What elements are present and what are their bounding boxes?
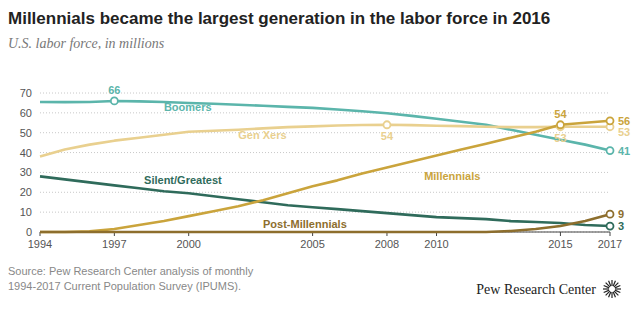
logo-ray <box>613 292 615 298</box>
y-tick-label: 60 <box>20 107 32 119</box>
series-label: Gen Xers <box>238 129 286 141</box>
plot-area <box>40 101 610 232</box>
series-line <box>40 125 610 157</box>
marker <box>607 211 614 218</box>
x-tick-label: 2005 <box>300 238 324 250</box>
series-line <box>40 121 610 232</box>
marker <box>607 147 614 154</box>
source: Source: Pew Research Center analysis of … <box>8 265 254 277</box>
grid-line <box>40 93 610 94</box>
subtitle: U.S. labor force, in millions <box>8 36 165 51</box>
logo-ray <box>609 281 611 287</box>
grid-line <box>40 192 610 193</box>
x-tick <box>610 232 611 236</box>
data-label: 54 <box>554 108 567 120</box>
data-label: 54 <box>381 130 394 142</box>
x-tick-label: 2010 <box>424 238 448 250</box>
grid-line <box>40 212 610 213</box>
x-tick-label: 1997 <box>102 238 126 250</box>
series-label: Millennials <box>424 170 480 182</box>
value-labels: 6654535456534193 <box>108 84 630 232</box>
x-tick-label: 2008 <box>375 238 399 250</box>
data-label: 66 <box>108 84 120 96</box>
series-label: Silent/Greatest <box>144 174 222 186</box>
data-label: 41 <box>618 145 630 157</box>
y-tick-label: 30 <box>20 166 32 178</box>
x-tick-label: 2015 <box>548 238 572 250</box>
source: 1994-2017 Current Population Survey (IPU… <box>8 280 241 292</box>
marker <box>383 121 390 128</box>
logo-ray <box>603 288 609 289</box>
marker <box>111 97 118 104</box>
credit: Pew Research Center <box>476 282 596 297</box>
logo-ray <box>615 286 621 288</box>
y-tick-label: 50 <box>20 127 32 139</box>
grid-line <box>40 172 610 173</box>
grid-line <box>40 152 610 153</box>
x-tick-label: 2017 <box>598 238 622 250</box>
data-label: 53 <box>618 126 630 138</box>
x-tick-label: 2000 <box>176 238 200 250</box>
marker <box>607 223 614 230</box>
logo-ray <box>611 292 612 298</box>
series-line <box>40 214 610 232</box>
series-label: Boomers <box>164 101 212 113</box>
marker <box>557 121 564 128</box>
y-tick-label: 10 <box>20 206 32 218</box>
y-tick-label: 40 <box>20 147 32 159</box>
y-tick-label: 20 <box>20 186 32 198</box>
series-label: Post-Millennials <box>263 218 347 230</box>
x-tick-label: 1994 <box>28 238 52 250</box>
logo-icon <box>603 280 621 298</box>
y-tick-label: 0 <box>26 226 32 238</box>
grid-line <box>40 112 610 113</box>
logo-ray <box>604 290 610 292</box>
y-tick-label: 70 <box>20 87 32 99</box>
logo-ray <box>615 288 621 289</box>
chart: Millennials became the largest generatio… <box>0 0 640 320</box>
data-label: 3 <box>618 220 624 232</box>
data-label: 9 <box>618 208 624 220</box>
marker <box>607 117 614 124</box>
data-label: 53 <box>554 132 566 144</box>
logo-ray <box>611 280 612 286</box>
x-tick <box>560 232 561 236</box>
title: Millennials became the largest generatio… <box>8 9 550 28</box>
